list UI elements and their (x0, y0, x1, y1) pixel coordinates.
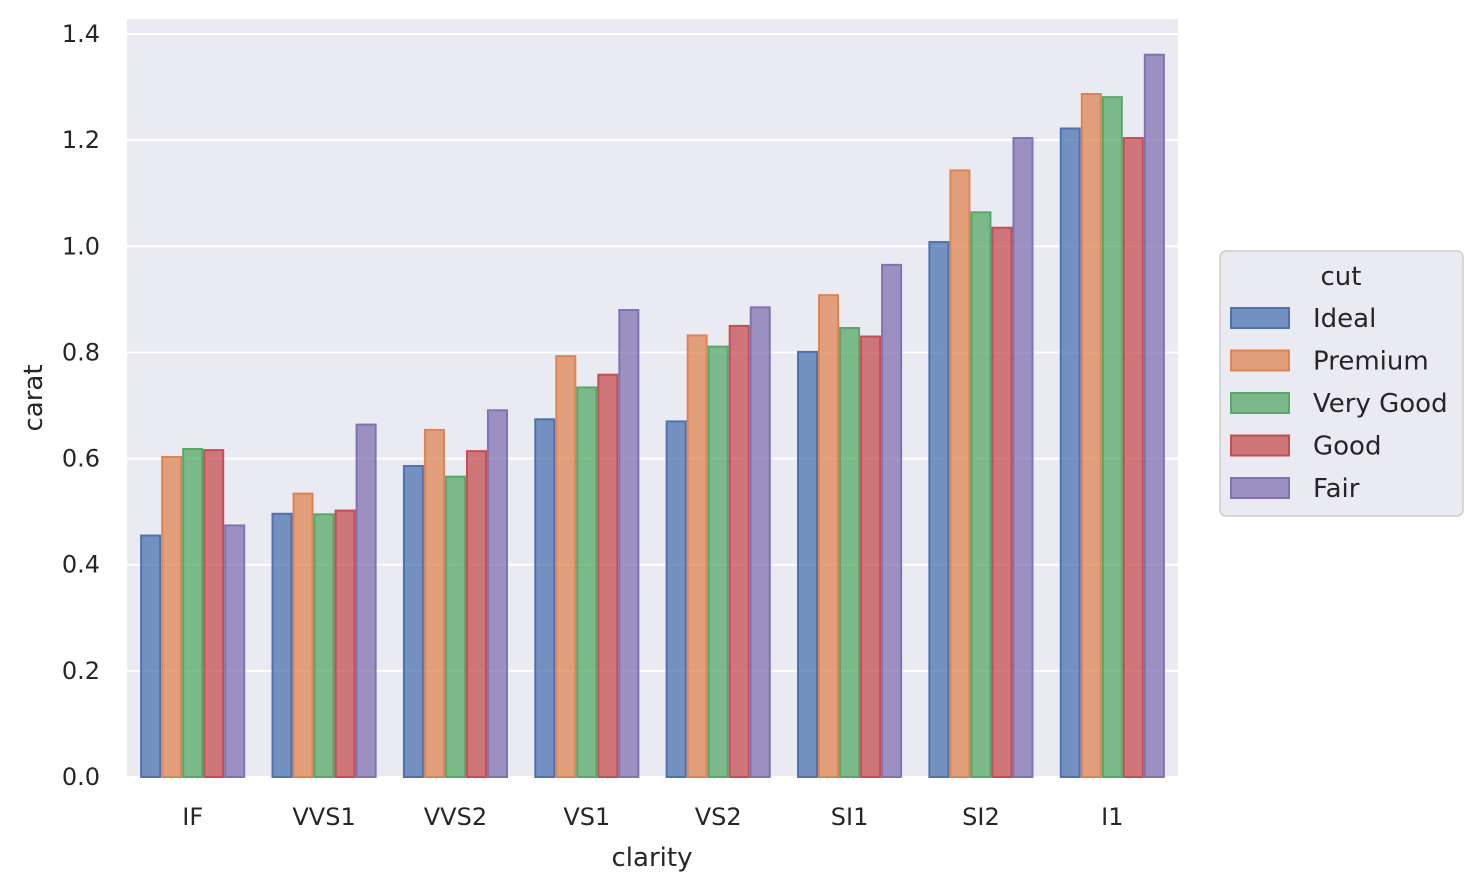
x-tick-label: SI1 (831, 803, 869, 831)
x-tick-label: VS2 (695, 803, 742, 831)
y-axis-label: carat (19, 364, 49, 431)
bar-VVS1-fair (355, 423, 377, 778)
legend-label: Ideal (1313, 304, 1376, 334)
legend-label: Very Good (1313, 389, 1448, 419)
bar-SI1-ideal (797, 350, 819, 778)
bar-VS2-premium (686, 334, 708, 778)
bar-VVS1-ideal (271, 512, 293, 779)
bar-SI1-premium (818, 294, 840, 778)
bar-VS2-very-good (707, 345, 729, 778)
x-tick-label: VS1 (563, 803, 610, 831)
bar-VS1-premium (555, 355, 577, 778)
y-tick-label: 0.0 (62, 763, 100, 791)
legend-label: Fair (1313, 474, 1360, 504)
bar-SI2-very-good (970, 211, 992, 778)
x-tick-label: VVS2 (424, 803, 487, 831)
bars (140, 53, 1165, 779)
bar-VVS2-premium (423, 428, 445, 778)
bar-SI2-fair (1012, 137, 1034, 779)
bar-SI1-very-good (839, 327, 861, 778)
bar-I1-fair (1143, 53, 1165, 779)
bar-VS1-very-good (576, 386, 598, 778)
bar-VVS2-fair (486, 409, 508, 778)
bar-SI1-good (860, 335, 882, 778)
bar-VVS2-ideal (402, 465, 424, 778)
legend-swatch (1230, 392, 1290, 414)
y-tick-label: 1.2 (62, 126, 100, 154)
x-tick-label: IF (182, 803, 203, 831)
legend-title: cut (1321, 262, 1362, 292)
bar-SI1-fair (881, 263, 903, 778)
x-tick-label: VVS1 (292, 803, 355, 831)
y-tick-label: 0.8 (62, 338, 100, 366)
bar-IF-premium (161, 455, 183, 778)
y-tick-label: 0.4 (62, 551, 100, 579)
bar-VS2-good (728, 324, 750, 778)
legend-swatch (1230, 349, 1290, 372)
y-tick-label: 0.2 (62, 657, 100, 685)
legend-swatch (1230, 434, 1290, 457)
y-tick-labels: 0.0 0.2 0.4 0.6 0.8 1.0 1.2 1.4 (62, 20, 100, 791)
x-tick-labels: IF VVS1 VVS2 VS1 VS2 SI1 SI2 I1 (182, 803, 1123, 831)
x-tick-label: I1 (1101, 803, 1123, 831)
bar-VS1-good (597, 373, 619, 778)
bar-VS1-fair (618, 308, 640, 778)
bar-SI2-good (991, 226, 1013, 778)
legend: cut Ideal Premium Very Good Good Fair (1219, 250, 1464, 517)
y-tick-label: 0.6 (62, 445, 100, 473)
bar-I1-very-good (1101, 96, 1123, 779)
bar-IF-fair (224, 524, 246, 778)
x-tick-label: SI2 (962, 803, 1000, 831)
bar-I1-ideal (1059, 127, 1081, 778)
x-axis-label: clarity (612, 843, 693, 873)
bar-IF-very-good (182, 448, 204, 778)
bar-VVS1-good (334, 509, 356, 778)
y-tick-label: 1.4 (62, 20, 100, 48)
bar-I1-good (1122, 137, 1144, 779)
bar-SI2-ideal (928, 241, 950, 779)
bar-VVS1-very-good (313, 513, 335, 779)
bar-VVS1-premium (292, 492, 314, 778)
bar-VS1-ideal (534, 418, 556, 778)
legend-label: Good (1313, 432, 1381, 462)
legend-swatch (1230, 477, 1290, 499)
bar-VVS2-good (465, 450, 487, 778)
bar-IF-ideal (140, 534, 162, 778)
legend-items: Ideal Premium Very Good Good Fair (1230, 304, 1448, 504)
bar-IF-good (203, 449, 225, 778)
legend-swatch (1230, 307, 1290, 329)
bar-VS2-fair (749, 306, 771, 778)
bar-SI2-premium (949, 169, 971, 778)
bar-VS2-ideal (665, 420, 687, 778)
bar-VVS2-very-good (444, 475, 466, 778)
bar-I1-premium (1080, 92, 1102, 779)
legend-label: Premium (1313, 347, 1429, 377)
y-tick-label: 1.0 (62, 232, 100, 260)
